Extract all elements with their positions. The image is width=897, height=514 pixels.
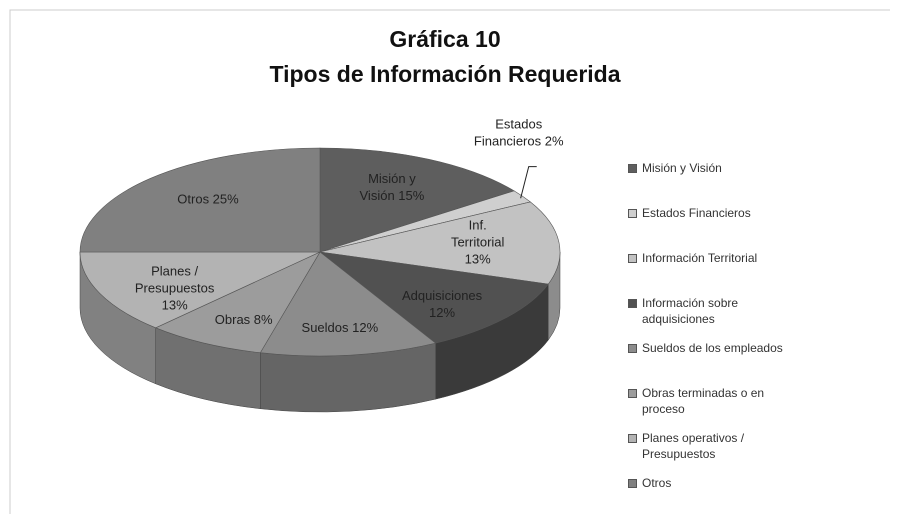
legend-item: Otros: [628, 475, 788, 491]
legend-item: Información sobre adquisiciones: [628, 295, 788, 327]
chart-subtitle: Tipos de Información Requerida: [269, 61, 620, 87]
leader-line: [520, 166, 537, 199]
slice-label: Otros 25%: [177, 191, 239, 206]
legend-item: Misión y Visión: [628, 160, 788, 176]
legend-swatch: [628, 344, 637, 353]
legend-swatch: [628, 479, 637, 488]
slice-label: Inf. Territorial 13%: [451, 218, 505, 267]
legend-swatch: [628, 164, 637, 173]
legend-item: Sueldos de los empleados: [628, 340, 788, 356]
slice: [79, 147, 321, 253]
slice: [318, 251, 549, 344]
legend-label: Información sobre adquisiciones: [642, 296, 739, 326]
slice-label: Adquisiciones 12%: [402, 288, 483, 320]
legend-label: Sueldos de los empleados: [642, 341, 783, 355]
pie-tops: [79, 147, 561, 357]
legend-label: Misión y Visión: [642, 161, 722, 175]
slice: [319, 147, 515, 253]
slice-label: Sueldos 12%: [302, 320, 379, 335]
legend-label: Obras terminadas o en proceso: [642, 386, 765, 416]
slice-label: Obras 8%: [215, 312, 273, 327]
frame: [9, 9, 890, 514]
pie-sides: [79, 251, 561, 413]
slice-label: Misión y Visión 15%: [360, 171, 425, 203]
legend-item: Planes operativos / Presupuestos: [628, 430, 788, 462]
slice: [154, 251, 321, 354]
legend-label: Planes operativos / Presupuestos: [642, 431, 745, 461]
slice: [319, 201, 561, 285]
slice: [79, 251, 321, 329]
legend-swatch: [628, 434, 637, 443]
legend-label: Información Territorial: [642, 251, 758, 265]
slice-label: Planes / Presupuestos 13%: [135, 263, 215, 312]
slice: [259, 251, 437, 357]
legend-swatch: [628, 254, 637, 263]
legend-item: Información Territorial: [628, 250, 788, 266]
legend-swatch: [628, 389, 637, 398]
chart-title: Gráfica 10: [389, 26, 500, 52]
slice-label: Estados Financieros 2%: [474, 117, 564, 149]
slice-labels: Misión y Visión 15% Estados Financieros 2% I…: [135, 117, 564, 335]
legend-item: Obras terminadas o en proceso: [628, 385, 788, 417]
legend-swatch: [628, 299, 637, 308]
legend-swatch: [628, 209, 637, 218]
legend-label: Estados Financieros: [642, 206, 751, 220]
legend-item: Estados Financieros: [628, 205, 788, 221]
legend-label: Otros: [642, 476, 672, 490]
